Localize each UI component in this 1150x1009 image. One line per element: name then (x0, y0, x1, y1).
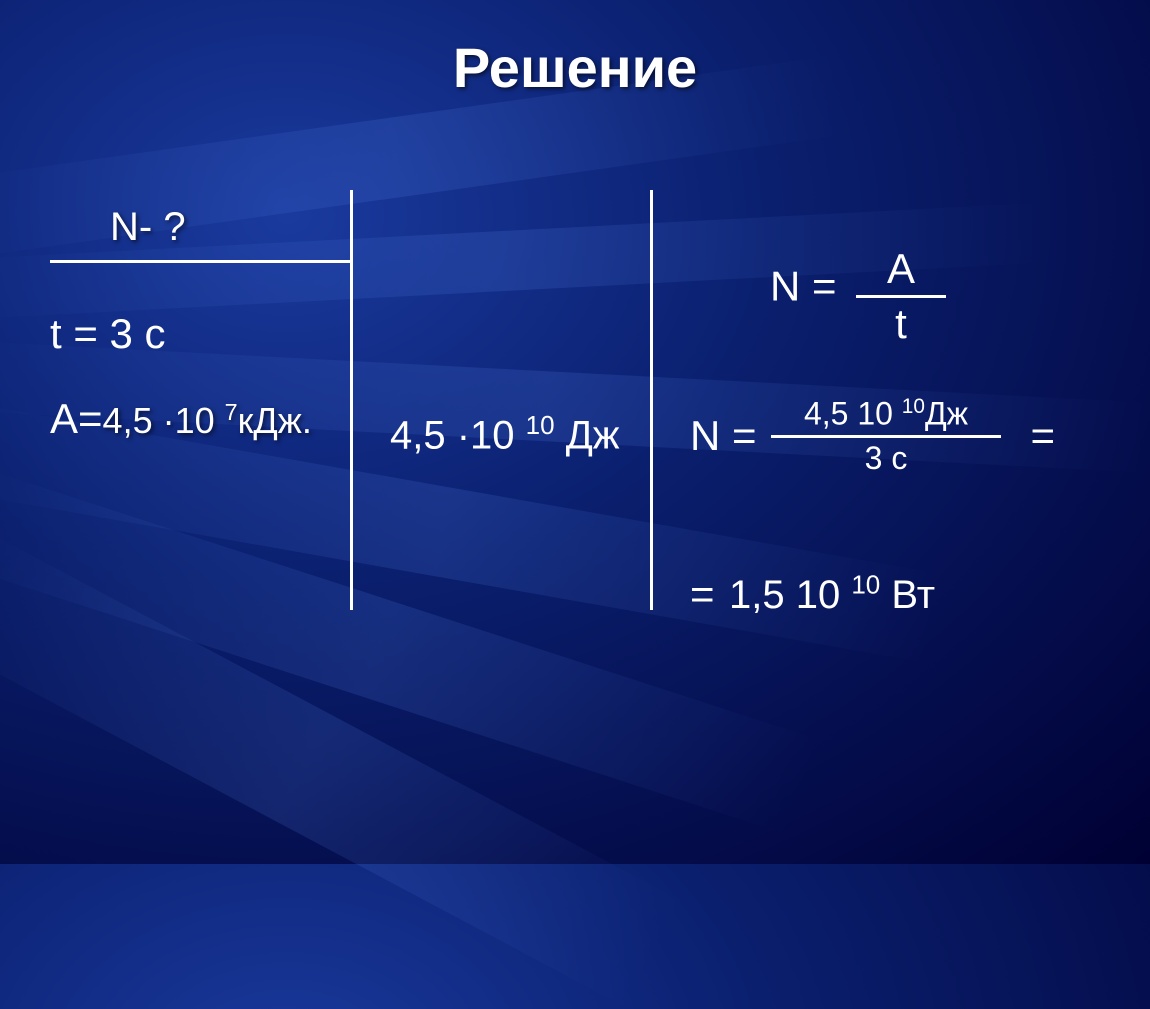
calc-equals: = (1030, 412, 1055, 459)
calc-denominator: 3 с (771, 440, 1001, 477)
si-work: 4,5 ·10 10 Дж (390, 410, 620, 458)
work-row: A=4,5 ·10 7кДж. (50, 395, 312, 443)
time-value: t = 3 c (50, 310, 166, 358)
work-label: A= (50, 395, 103, 442)
slide-title: Решение (453, 35, 697, 100)
calc-lhs: N = (690, 412, 757, 459)
solution-content: N- ? t = 3 c A=4,5 ·10 7кДж. 4,5 ·10 10 … (70, 200, 1100, 814)
result-equals: = (690, 570, 715, 617)
vertical-divider-1 (350, 190, 353, 610)
calc-row: N = 4,5 10 10Дж 3 с = (690, 395, 1055, 477)
vertical-divider-2 (650, 190, 653, 610)
result-row: = 1,5 10 10 Вт (690, 570, 935, 618)
result-value: 1,5 10 10 Вт (729, 573, 935, 617)
formula-row: N = A t (770, 245, 946, 348)
formula-numerator: A (856, 245, 946, 293)
unknown-label: N- ? (110, 205, 186, 250)
work-value: 4,5 ·10 7кДж. (103, 400, 312, 441)
formula-denominator: t (856, 300, 946, 348)
calc-numerator: 4,5 10 10Дж (771, 395, 1001, 433)
formula-fraction-bar (856, 295, 946, 298)
given-separator (50, 260, 350, 263)
calc-fraction-bar (771, 435, 1001, 438)
formula-lhs: N = (770, 263, 837, 310)
